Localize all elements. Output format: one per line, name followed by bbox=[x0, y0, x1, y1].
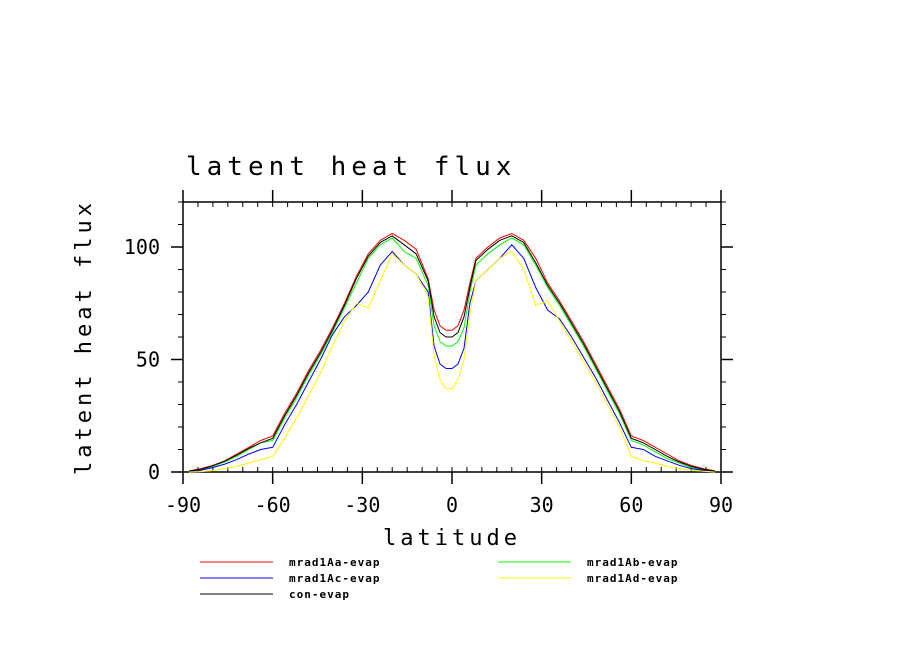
x-tick-label: 90 bbox=[709, 493, 733, 517]
legend: mrad1Aa-evap mrad1Ab-evap mrad1Ac-evap mrad… bbox=[200, 556, 678, 601]
series-line-mrad1Ad-evap bbox=[188, 250, 716, 473]
legend-label: mrad1Aa-evap bbox=[289, 556, 380, 569]
x-tick-label: 0 bbox=[446, 493, 458, 517]
x-tick-label: 30 bbox=[530, 493, 554, 517]
minor-ticks bbox=[178, 201, 726, 473]
legend-label: mrad1Ac-evap bbox=[289, 572, 380, 585]
y-tick-label: 0 bbox=[148, 460, 160, 484]
series-line-mrad1Aa-evap bbox=[188, 232, 716, 472]
y-tick-label: 50 bbox=[136, 348, 160, 372]
x-axis-label: latitude bbox=[383, 526, 521, 551]
legend-label: mrad1Ab-evap bbox=[587, 556, 678, 569]
y-tick-labels: 0 50 100 bbox=[124, 235, 160, 484]
series-line-mrad1Ab-evap bbox=[188, 237, 716, 472]
chart-title: latent heat flux bbox=[186, 152, 516, 182]
y-axis-label: latent heat flux bbox=[72, 199, 97, 475]
x-tick-label: -90 bbox=[165, 493, 201, 517]
series-line-mrad1Ac-evap bbox=[188, 244, 716, 473]
series-line-con-evap bbox=[188, 235, 716, 472]
x-tick-labels: -90 -60 -30 0 30 60 90 bbox=[165, 493, 733, 517]
legend-label: mrad1Ad-evap bbox=[587, 572, 678, 585]
major-ticks bbox=[171, 190, 733, 484]
legend-label: con-evap bbox=[289, 588, 350, 601]
x-tick-label: -30 bbox=[344, 493, 380, 517]
y-tick-label: 100 bbox=[124, 235, 160, 259]
x-tick-label: -60 bbox=[255, 493, 291, 517]
series-lines bbox=[188, 232, 716, 473]
x-tick-label: 60 bbox=[619, 493, 643, 517]
